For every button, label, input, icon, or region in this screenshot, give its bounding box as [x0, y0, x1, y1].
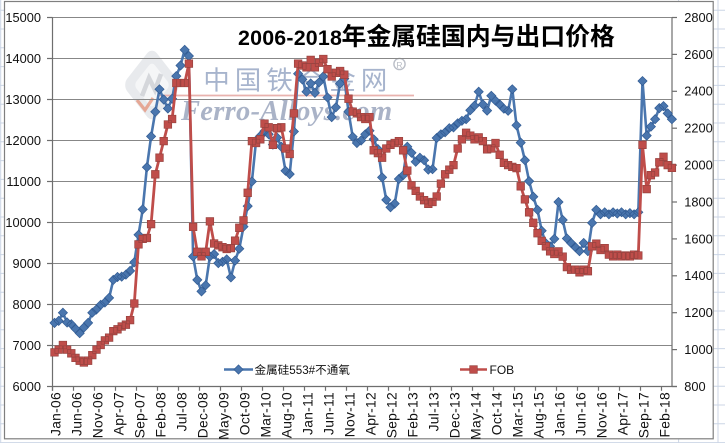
svg-text:1600: 1600	[684, 231, 712, 246]
svg-text:2200: 2200	[684, 121, 712, 136]
svg-text:Jun-11: Jun-11	[322, 392, 337, 435]
svg-text:1000: 1000	[684, 342, 712, 357]
svg-text:Dec-08: Dec-08	[196, 392, 211, 438]
svg-text:FOB: FOB	[490, 363, 515, 377]
svg-text:Jun-16: Jun-16	[574, 392, 589, 436]
svg-text:Mar-10: Mar-10	[259, 392, 274, 438]
svg-text:May-14: May-14	[469, 392, 484, 440]
svg-text:Feb-13: Feb-13	[406, 392, 421, 438]
svg-text:May-09: May-09	[217, 392, 232, 440]
svg-text:2600: 2600	[684, 47, 712, 62]
svg-text:Oct-14: Oct-14	[490, 392, 505, 435]
svg-text:800: 800	[684, 379, 705, 394]
svg-text:Jan-16: Jan-16	[553, 392, 568, 436]
svg-text:Apr-17: Apr-17	[616, 392, 631, 435]
svg-text:1400: 1400	[684, 268, 712, 283]
svg-text:15000: 15000	[5, 10, 41, 25]
svg-text:10000: 10000	[5, 215, 41, 230]
svg-text:553#: 553#	[289, 364, 315, 377]
svg-text:2800: 2800	[684, 10, 712, 25]
svg-text:Jan-11: Jan-11	[301, 392, 316, 435]
svg-text:2400: 2400	[684, 84, 712, 99]
svg-text:Jul-13: Jul-13	[427, 392, 442, 431]
svg-text:Apr-12: Apr-12	[364, 392, 379, 435]
svg-text:8000: 8000	[13, 297, 41, 312]
svg-text:Nov-16: Nov-16	[595, 392, 610, 438]
svg-text:14000: 14000	[5, 51, 41, 66]
svg-text:1800: 1800	[684, 194, 712, 209]
svg-text:Dec-13: Dec-13	[448, 392, 463, 438]
svg-text:Nov-06: Nov-06	[91, 392, 106, 438]
svg-text:Nov-11: Nov-11	[343, 392, 358, 437]
svg-text:Apr-07: Apr-07	[112, 392, 127, 435]
svg-text:Feb-18: Feb-18	[658, 392, 673, 438]
svg-text:Mar-15: Mar-15	[511, 392, 526, 438]
svg-text:2000: 2000	[684, 158, 712, 173]
svg-text:7000: 7000	[13, 338, 41, 353]
svg-text:R: R	[396, 60, 402, 70]
svg-text:Jul-08: Jul-08	[175, 392, 190, 431]
svg-text:Oct-09: Oct-09	[238, 392, 253, 435]
svg-text:2006-2018: 2006-2018	[238, 26, 342, 50]
svg-text:Jun-06: Jun-06	[70, 392, 85, 436]
svg-text:Aug-15: Aug-15	[532, 392, 547, 438]
svg-text:13000: 13000	[5, 92, 41, 107]
svg-text:12000: 12000	[5, 133, 41, 148]
svg-text:9000: 9000	[13, 256, 41, 271]
svg-text:6000: 6000	[13, 379, 41, 394]
svg-text:11000: 11000	[6, 174, 41, 189]
svg-text:Aug-10: Aug-10	[280, 392, 295, 438]
svg-text:Sep-17: Sep-17	[637, 392, 652, 438]
svg-text:Jan-06: Jan-06	[49, 392, 64, 436]
svg-text:1200: 1200	[684, 305, 712, 320]
svg-text:Sep-12: Sep-12	[385, 392, 400, 438]
svg-text:Sep-07: Sep-07	[133, 392, 148, 438]
svg-text:Feb-08: Feb-08	[154, 392, 169, 438]
